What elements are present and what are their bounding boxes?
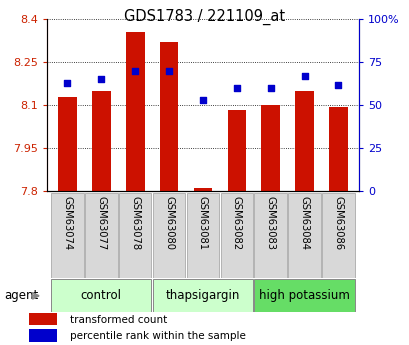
Bar	[51, 193, 83, 278]
Text: agent: agent	[4, 289, 38, 302]
Bar	[288, 193, 320, 278]
Text: GSM63086: GSM63086	[333, 196, 343, 250]
Bar	[126, 32, 144, 191]
Text: GDS1783 / 221109_at: GDS1783 / 221109_at	[124, 9, 285, 25]
Point	[267, 85, 273, 91]
Bar	[227, 109, 245, 191]
Bar	[153, 279, 252, 312]
Point	[64, 80, 71, 86]
Bar	[220, 193, 252, 278]
Bar	[254, 279, 354, 312]
Text: GSM63082: GSM63082	[231, 196, 241, 250]
Text: GSM63084: GSM63084	[299, 196, 309, 250]
Bar	[294, 91, 313, 191]
Bar	[321, 193, 354, 278]
Point	[233, 85, 240, 91]
Bar	[186, 193, 219, 278]
Point	[165, 68, 172, 73]
Text: GSM63080: GSM63080	[164, 196, 174, 250]
Text: GSM63074: GSM63074	[62, 196, 72, 250]
Point	[98, 77, 104, 82]
Bar	[51, 279, 151, 312]
Bar	[193, 188, 212, 191]
Point	[301, 73, 307, 79]
Bar	[92, 91, 110, 191]
Text: GSM63077: GSM63077	[96, 196, 106, 250]
Bar	[328, 107, 347, 191]
Bar	[58, 97, 76, 191]
Point	[334, 82, 341, 87]
Point	[199, 97, 206, 103]
Bar	[119, 193, 151, 278]
Text: high potassium: high potassium	[258, 289, 349, 302]
Bar	[254, 193, 286, 278]
Bar	[160, 42, 178, 191]
Bar	[85, 193, 117, 278]
Bar	[29, 313, 57, 325]
Text: control: control	[81, 289, 121, 302]
Text: GSM63078: GSM63078	[130, 196, 140, 250]
Bar	[153, 193, 185, 278]
Text: thapsigargin: thapsigargin	[165, 289, 240, 302]
Text: percentile rank within the sample: percentile rank within the sample	[70, 331, 245, 341]
Point	[132, 68, 138, 73]
Text: transformed count: transformed count	[70, 315, 166, 325]
Text: GSM63081: GSM63081	[198, 196, 207, 250]
Bar	[261, 105, 279, 191]
Bar	[29, 329, 57, 342]
Text: GSM63083: GSM63083	[265, 196, 275, 250]
